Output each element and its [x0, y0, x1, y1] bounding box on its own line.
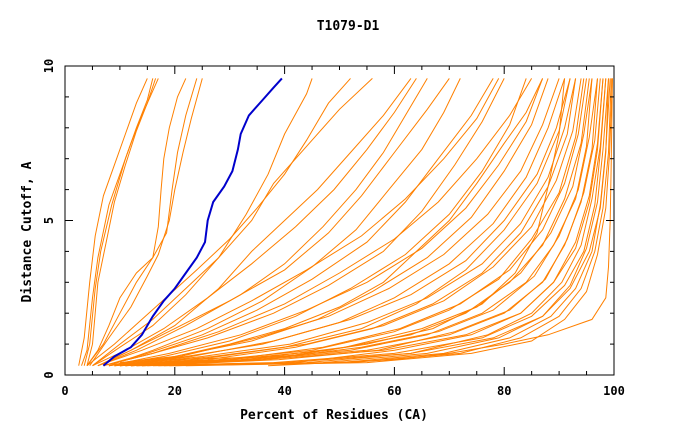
- series-line-28: [103, 78, 533, 367]
- x-tick-label: 0: [61, 384, 68, 398]
- series-line-15: [108, 78, 527, 367]
- highlight-series-line: [102, 77, 283, 367]
- x-tick-label: 100: [603, 384, 625, 398]
- x-tick-label: 20: [168, 384, 182, 398]
- series-line-7: [89, 78, 203, 366]
- x-tick-label: 40: [277, 384, 291, 398]
- series-line-11: [92, 78, 313, 367]
- series-layer: [78, 78, 613, 367]
- chart-title: T1079-D1: [317, 19, 380, 34]
- series-line-30: [114, 78, 560, 367]
- series-line-48: [169, 78, 566, 361]
- series-line-13: [103, 78, 494, 367]
- x-tick-label: 80: [497, 384, 511, 398]
- series-line-9: [92, 78, 373, 367]
- series-line-35: [136, 78, 593, 367]
- series-line-41: [169, 78, 611, 367]
- series-line-45: [108, 78, 461, 367]
- y-axis-ticks: 0 5 10: [42, 59, 614, 379]
- y-tick-label: 10: [42, 59, 56, 73]
- series-line-31: [119, 78, 571, 367]
- series-line-5: [86, 78, 187, 366]
- series-line-21: [125, 78, 590, 367]
- y-tick-label: 0: [42, 371, 56, 378]
- series-line-33: [125, 78, 582, 367]
- series-line-34: [130, 78, 587, 367]
- y-axis-label: Distance Cutoff, A: [20, 161, 35, 302]
- series-line-27: [97, 78, 500, 367]
- series-line-40: [163, 78, 609, 367]
- series-line-19: [119, 78, 577, 367]
- series-line-32: [119, 78, 577, 367]
- series-line-6: [86, 78, 198, 367]
- series-line-38: [152, 78, 604, 367]
- series-line-44: [97, 78, 428, 367]
- series-line-36: [141, 78, 598, 367]
- series-line-47: [268, 78, 613, 367]
- series-line-10: [97, 78, 412, 367]
- series-line-43: [185, 78, 613, 367]
- y-tick-label: 5: [42, 217, 56, 224]
- series-line-8: [86, 78, 351, 367]
- highlight-layer: [102, 77, 283, 367]
- series-line-12: [97, 78, 450, 367]
- series-line-4: [78, 78, 148, 366]
- series-line-37: [147, 78, 601, 367]
- series-line-49: [119, 78, 544, 364]
- series-line-18: [114, 78, 571, 367]
- x-axis-label: Percent of Residues (CA): [240, 408, 428, 423]
- x-tick-label: 60: [387, 384, 401, 398]
- series-line-3: [86, 78, 157, 366]
- series-line-20: [119, 78, 585, 367]
- x-axis-ticks: 0 20 40 60 80 100: [61, 66, 625, 398]
- series-line-29: [108, 78, 544, 367]
- series-line-39: [158, 78, 607, 367]
- series-line-46: [92, 78, 417, 367]
- series-line-14: [103, 78, 505, 367]
- series-line-2: [83, 78, 154, 366]
